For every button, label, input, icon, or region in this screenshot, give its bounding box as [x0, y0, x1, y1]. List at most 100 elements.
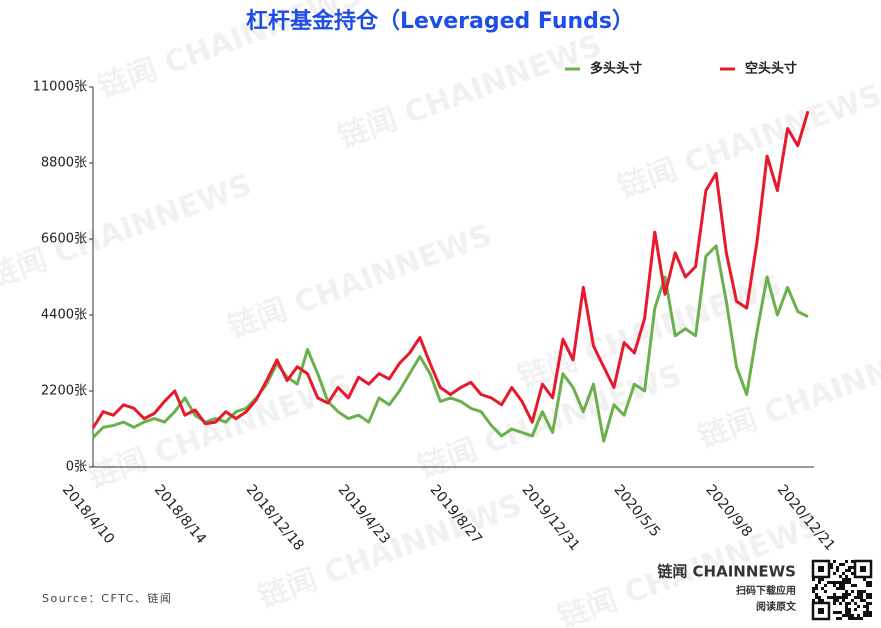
qr-cell — [854, 617, 857, 620]
qr-cell — [845, 581, 848, 584]
qr-cell — [845, 605, 848, 608]
qr-cell — [821, 599, 824, 602]
qr-cell — [833, 572, 836, 575]
qr-cell — [863, 605, 866, 608]
legend-label: 多头头寸 — [590, 61, 642, 77]
qr-cell — [842, 596, 845, 599]
qr-cell — [836, 599, 839, 602]
x-tick-label: 2019/12/31 — [519, 482, 583, 554]
qr-cell — [842, 572, 845, 575]
qr-cell — [815, 587, 818, 590]
qr-cell — [848, 608, 851, 611]
qr-cell — [839, 611, 842, 614]
qr-cell — [857, 593, 860, 596]
watermark: 链闻 CHAINNEWS — [614, 78, 881, 206]
x-tick-label: 2019/4/23 — [335, 482, 393, 547]
qr-cell — [848, 617, 851, 620]
qr-cell — [815, 596, 818, 599]
qr-cell — [848, 569, 851, 572]
legend-label: 空头头寸 — [745, 61, 797, 77]
y-tick-label: 0张 — [66, 460, 87, 475]
qr-cell — [812, 578, 815, 581]
qr-cell — [866, 608, 869, 611]
qr-cell — [821, 587, 824, 590]
qr-cell — [845, 590, 848, 593]
qr-cell — [839, 581, 842, 584]
qr-cell — [830, 581, 833, 584]
qr-cell — [866, 581, 869, 584]
qr-cell — [812, 599, 815, 602]
x-tick-label: 2018/4/10 — [59, 482, 117, 547]
qr-cell — [845, 578, 848, 581]
qr-cell — [824, 590, 827, 593]
qr-cell — [863, 611, 866, 614]
qr-cell — [836, 566, 839, 569]
qr-cell — [860, 599, 863, 602]
qr-cell — [842, 584, 845, 587]
qr-cell — [833, 560, 836, 563]
brand: 链闻 CHAINNEWS — [657, 563, 796, 581]
qr-cell — [833, 602, 836, 605]
qr-cell — [845, 602, 848, 605]
qr-cell — [848, 593, 851, 596]
qr-cell — [830, 566, 833, 569]
qr-cell — [815, 584, 818, 587]
qr-cell — [845, 608, 848, 611]
qr-cell — [860, 596, 863, 599]
qr-cell — [857, 605, 860, 608]
qr-cell — [836, 596, 839, 599]
qr-cell — [845, 596, 848, 599]
qr-cell — [839, 584, 842, 587]
qr-cell — [833, 584, 836, 587]
y-tick-label: 6600张 — [41, 232, 87, 247]
qr-finder — [818, 566, 824, 572]
qr-cell — [857, 614, 860, 617]
qr-cell — [818, 596, 821, 599]
qr-cell — [851, 590, 854, 593]
watermark: 链闻 CHAINNEWS — [0, 168, 256, 296]
qr-cell — [818, 599, 821, 602]
qr-cell — [848, 566, 851, 569]
qr-cell — [833, 611, 836, 614]
qr-cell — [851, 584, 854, 587]
qr-cell — [842, 563, 845, 566]
qr-cell — [869, 596, 872, 599]
qr-cell — [860, 593, 863, 596]
qr-cell — [833, 599, 836, 602]
qr-code — [811, 559, 873, 621]
watermark: 链闻 CHAINNEWS — [224, 218, 497, 346]
y-tick-label: 2200张 — [41, 384, 87, 399]
watermark: 链闻 CHAINNEWS — [694, 328, 881, 456]
qr-cell — [842, 599, 845, 602]
watermark: 链闻 CHAINNEWS — [334, 28, 607, 156]
y-tick-label: 8800张 — [41, 156, 87, 171]
qr-cell — [842, 578, 845, 581]
qr-cell — [812, 590, 815, 593]
source: Source：CFTC、链闻 — [42, 591, 172, 605]
qr-cell — [848, 614, 851, 617]
qr-cell — [866, 614, 869, 617]
qr-cell — [866, 593, 869, 596]
qr-cell — [866, 602, 869, 605]
qr-cell — [857, 590, 860, 593]
x-tick-label: 2020/9/8 — [702, 482, 755, 540]
qr-cell — [842, 581, 845, 584]
qr-cell — [869, 584, 872, 587]
qr-cell — [869, 602, 872, 605]
qr-cell — [851, 617, 854, 620]
y-tick-label: 4400张 — [41, 308, 87, 323]
qr-cell — [857, 617, 860, 620]
qr-cell — [836, 569, 839, 572]
qr-cell — [833, 593, 836, 596]
qr-cell — [845, 593, 848, 596]
qr-cell — [845, 614, 848, 617]
qr-cell — [836, 581, 839, 584]
line-series — [91, 244, 809, 443]
qr-cell — [839, 575, 842, 578]
qr-cell — [830, 596, 833, 599]
qr-cell — [818, 578, 821, 581]
qr-cell — [815, 593, 818, 596]
qr-cell — [839, 596, 842, 599]
brand-sub: 扫码下载应用 — [736, 584, 796, 597]
qr-cell — [821, 578, 824, 581]
